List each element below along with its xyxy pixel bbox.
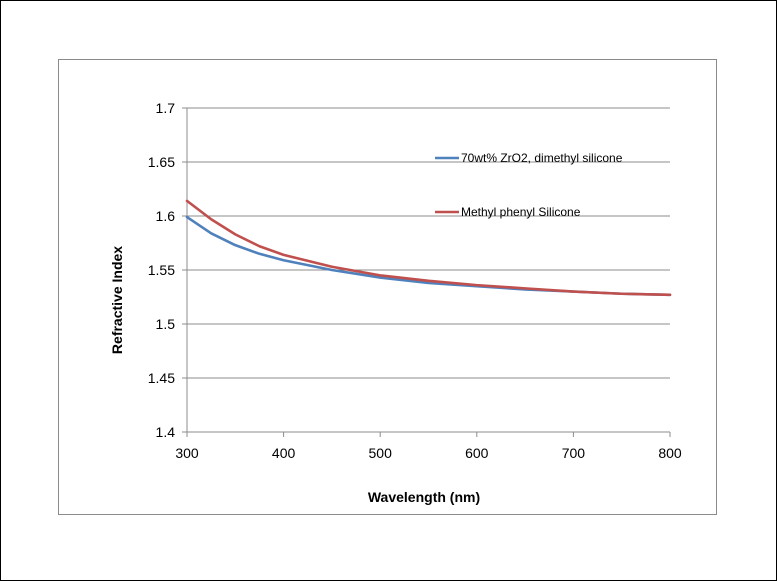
- series-lines: [185, 199, 672, 297]
- x-tick-label: 600: [465, 445, 489, 461]
- series-line-2: [185, 199, 672, 297]
- y-tick-label: 1.7: [156, 100, 176, 116]
- y-tick-label: 1.65: [148, 154, 175, 170]
- series-line-1: [185, 215, 672, 297]
- axes: [182, 107, 671, 437]
- y-axis-title: Refractive Index: [109, 246, 125, 354]
- x-tick-label: 700: [562, 445, 586, 461]
- x-axis-title: Wavelength (nm): [368, 489, 480, 505]
- gridlines: [187, 107, 670, 433]
- x-tick-label: 800: [658, 445, 682, 461]
- y-tick-label: 1.45: [148, 370, 175, 386]
- legend-label-1: 70wt% ZrO2, dimethyl silicone: [461, 151, 623, 165]
- chart-area: 1.4 1.45 1.5 1.55 1.6 1.65 1.7 300 400 500 600 700 8…: [58, 59, 717, 515]
- y-tick-label: 1.6: [156, 208, 176, 224]
- y-tick-label: 1.5: [156, 316, 176, 332]
- legend: 70wt% ZrO2, dimethyl silicone Methyl phen…: [435, 151, 623, 219]
- x-tick-label: 300: [175, 445, 199, 461]
- x-tick-label: 400: [272, 445, 296, 461]
- x-tick-label: 500: [369, 445, 393, 461]
- tick-labels: 1.4 1.45 1.5 1.55 1.6 1.65 1.7 300 400 500 600 700 8…: [148, 100, 682, 461]
- line-chart: 1.4 1.45 1.5 1.55 1.6 1.65 1.7 300 400 500 600 700 8…: [109, 100, 682, 505]
- y-tick-label: 1.55: [148, 262, 175, 278]
- y-tick-label: 1.4: [156, 424, 176, 440]
- legend-label-2: Methyl phenyl Silicone: [461, 205, 581, 219]
